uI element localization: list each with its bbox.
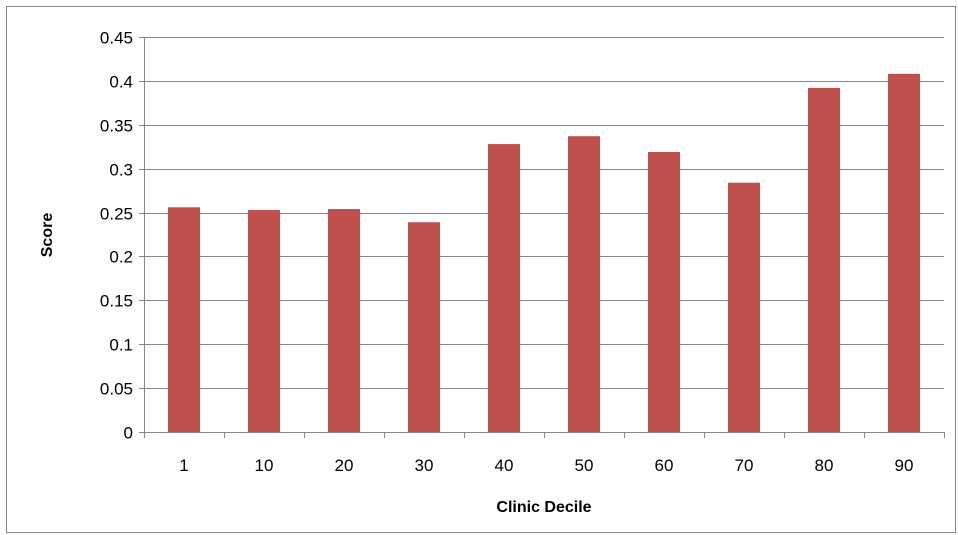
y-tick-label: 0.25 (100, 205, 133, 224)
x-tick-label: 50 (575, 456, 594, 475)
bars (168, 73, 920, 433)
axes (139, 37, 945, 438)
y-axis-title: Score (39, 213, 56, 258)
y-tick-label: 0.3 (109, 161, 133, 180)
x-tick-label: 60 (655, 456, 674, 475)
x-tick-label: 30 (415, 456, 434, 475)
x-tick-label: 80 (815, 456, 834, 475)
bar (328, 209, 360, 432)
bar (728, 182, 760, 432)
y-tick-labels: 0 0.05 0.1 0.15 0.2 0.25 0.3 0.35 0.4 0.45 (100, 29, 133, 443)
bar (888, 73, 920, 432)
bar (408, 222, 440, 432)
x-tick-label: 40 (495, 456, 514, 475)
bar (568, 136, 600, 432)
y-tick-label: 0 (124, 424, 133, 443)
y-tick-label: 0.35 (100, 117, 133, 136)
bar (168, 207, 200, 432)
y-tick-label: 0.05 (100, 380, 133, 399)
x-tick-label: 10 (255, 456, 274, 475)
x-axis-title: Clinic Decile (496, 499, 591, 516)
x-tick-label: 20 (335, 456, 354, 475)
x-tick-labels: 1 10 20 30 40 50 60 70 80 90 (179, 456, 913, 475)
x-tick-label: 70 (735, 456, 754, 475)
bar (808, 87, 840, 433)
y-tick-label: 0.1 (109, 336, 133, 355)
y-tick-label: 0.45 (100, 29, 133, 48)
bar (248, 209, 280, 432)
chart-frame (6, 6, 956, 533)
bar (648, 151, 680, 432)
y-tick-label: 0.2 (109, 248, 133, 267)
y-tick-label: 0.15 (100, 292, 133, 311)
y-tick-label: 0.4 (109, 73, 133, 92)
x-tick-label: 1 (179, 456, 188, 475)
x-tick-label: 90 (895, 456, 914, 475)
bar (488, 144, 520, 433)
